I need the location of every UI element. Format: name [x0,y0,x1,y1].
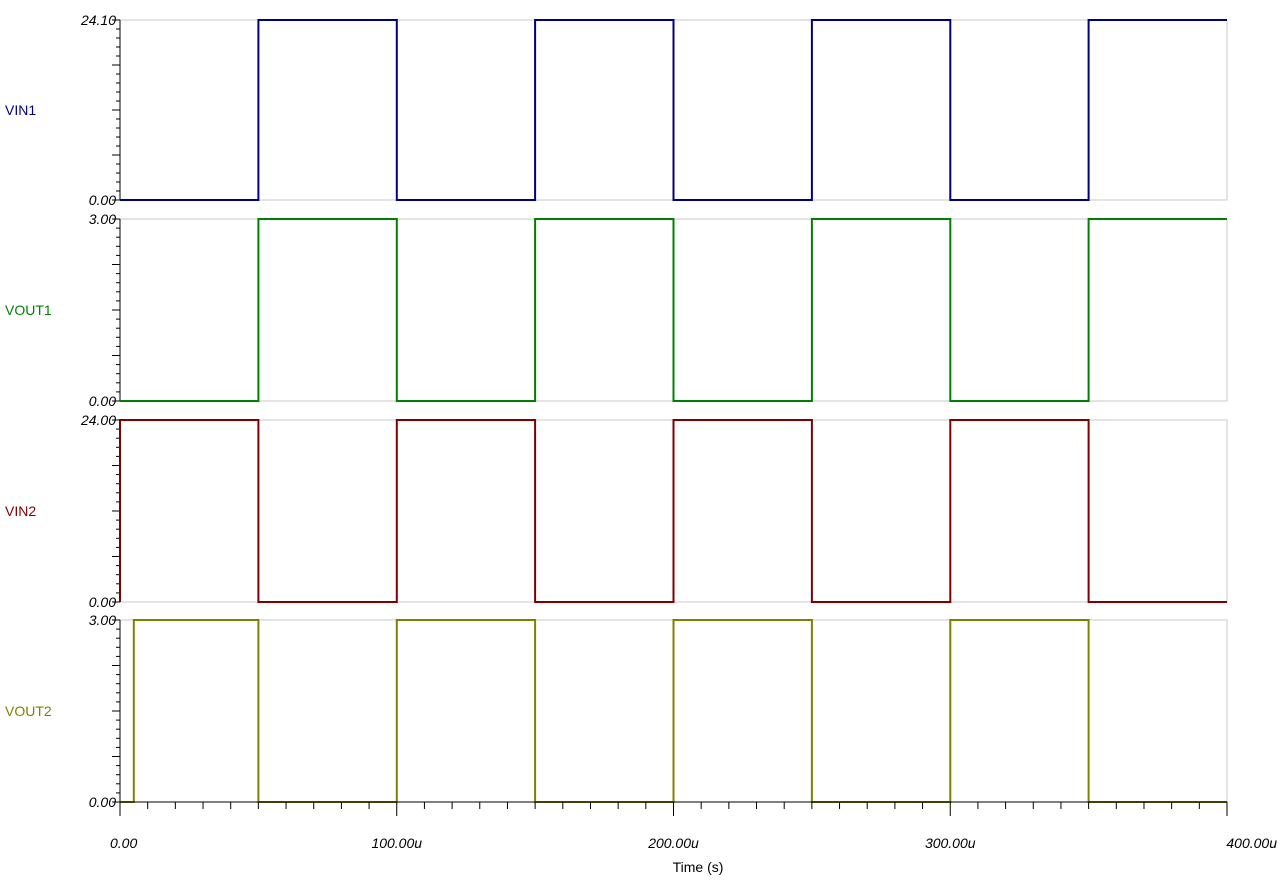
y-tick-label-top: 3.00 [89,612,116,628]
x-tick-label: 400.00u [1226,835,1277,851]
panel-vin1: 24.10 0.00 VIN1 [5,12,1228,208]
y-tick-label-bottom: 0.00 [89,594,116,610]
y-tick-label-bottom: 0.00 [89,393,116,409]
trace-vin2 [119,419,1227,603]
signal-name: VIN2 [5,503,36,519]
y-tick-label-bottom: 0.00 [89,192,116,208]
y-tick-label-top: 3.00 [89,211,116,227]
signal-name: VIN1 [5,102,36,118]
x-axis-title: Time (s) [673,859,724,875]
x-tick-label: 0.00 [110,835,137,851]
y-tick-label-top: 24.00 [80,412,116,428]
y-tick-label-top: 24.10 [80,12,116,28]
x-axis: 0.00 100.00u 200.00u 300.00u 400.00u [110,801,1277,851]
y-tick-label-bottom: 0.00 [89,794,116,810]
x-tick-label: 100.00u [371,835,422,851]
panel-vout2: 3.00 0.00 VOUT2 [5,612,1228,810]
signal-name: VOUT2 [5,703,52,719]
signal-name: VOUT1 [5,302,52,318]
x-tick-label: 300.00u [925,835,976,851]
panels: 24.10 0.00 VIN1 3.00 0.00 VOUT1 24.00 0.00 VIN2 3… [5,12,1228,810]
trace-vout1 [120,218,1227,402]
trace-vin1 [120,19,1227,201]
x-tick-label: 200.00u [647,835,699,851]
panel-vin2: 24.00 0.00 VIN2 [5,412,1228,610]
panel-vout1: 3.00 0.00 VOUT1 [5,211,1228,409]
